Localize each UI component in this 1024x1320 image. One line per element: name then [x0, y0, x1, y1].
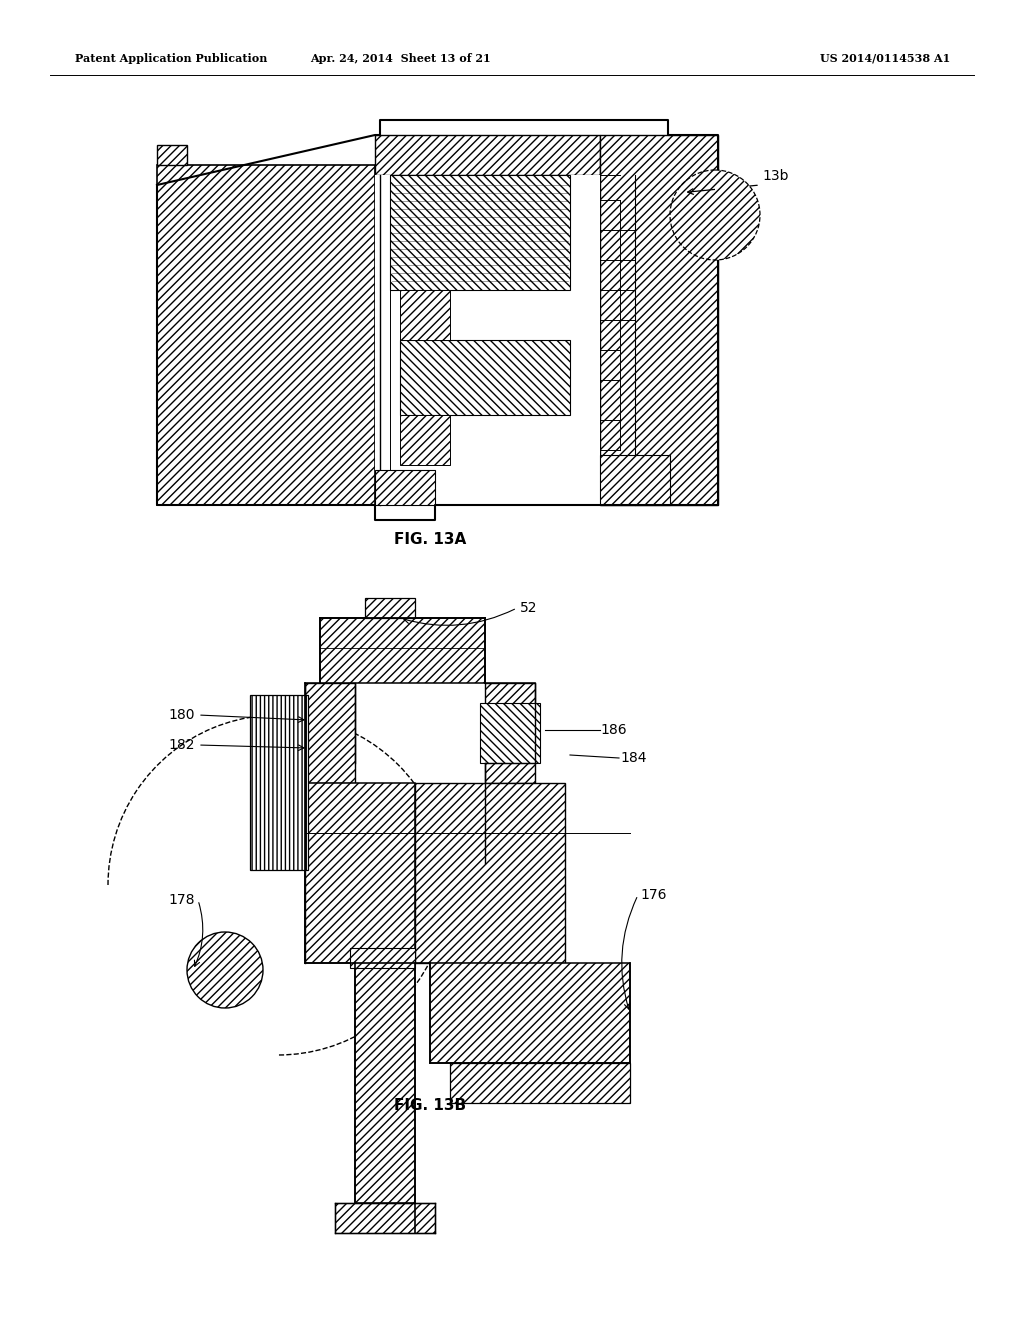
Bar	[253, 700, 305, 865]
Polygon shape	[480, 704, 540, 763]
Polygon shape	[430, 964, 630, 1063]
Polygon shape	[375, 470, 435, 506]
Polygon shape	[600, 455, 670, 506]
Polygon shape	[400, 414, 450, 465]
Polygon shape	[365, 598, 415, 618]
Polygon shape	[450, 1063, 630, 1104]
Text: US 2014/0114538 A1: US 2014/0114538 A1	[820, 53, 950, 63]
Text: 180: 180	[169, 708, 195, 722]
Polygon shape	[415, 783, 565, 964]
Polygon shape	[350, 948, 415, 968]
Polygon shape	[400, 290, 450, 341]
Text: Patent Application Publication: Patent Application Publication	[75, 53, 267, 63]
Bar	[395, 232, 565, 279]
Text: 178: 178	[169, 894, 195, 907]
Polygon shape	[157, 145, 187, 165]
Polygon shape	[600, 135, 718, 506]
Polygon shape	[319, 618, 485, 682]
Text: 13b: 13b	[762, 169, 788, 183]
Polygon shape	[375, 135, 600, 176]
Polygon shape	[250, 696, 308, 870]
Text: 182: 182	[169, 738, 195, 752]
Polygon shape	[305, 682, 355, 783]
Polygon shape	[375, 176, 600, 506]
Text: 176: 176	[640, 888, 667, 902]
Circle shape	[187, 932, 263, 1008]
Text: 186: 186	[600, 723, 627, 737]
Polygon shape	[335, 1203, 435, 1233]
Text: FIG. 13B: FIG. 13B	[394, 1097, 466, 1113]
Polygon shape	[305, 783, 415, 964]
Text: 184: 184	[620, 751, 646, 766]
Wedge shape	[715, 170, 760, 260]
Polygon shape	[400, 341, 570, 414]
Bar	[395, 180, 565, 227]
Polygon shape	[390, 176, 570, 290]
Polygon shape	[485, 682, 535, 783]
Text: FIG. 13A: FIG. 13A	[394, 532, 466, 548]
Polygon shape	[157, 165, 375, 506]
Text: Apr. 24, 2014  Sheet 13 of 21: Apr. 24, 2014 Sheet 13 of 21	[309, 53, 490, 63]
Text: 52: 52	[520, 601, 538, 615]
Polygon shape	[355, 964, 415, 1203]
